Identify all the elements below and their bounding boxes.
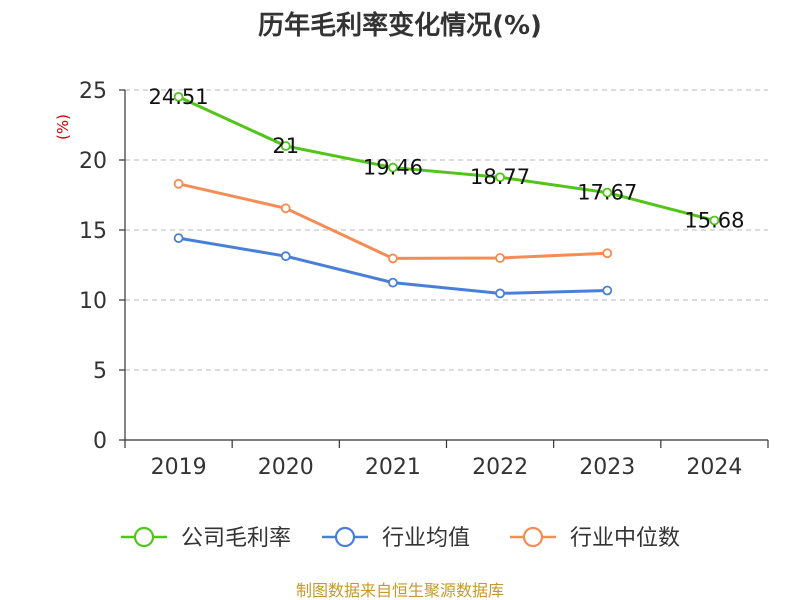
y-tick-label: 10 [79, 289, 107, 314]
data-point[interactable] [495, 172, 505, 183]
data-label: 19.46 [363, 156, 423, 180]
data-label: 21 [272, 134, 299, 158]
data-point[interactable] [173, 233, 184, 244]
data-point[interactable] [495, 253, 505, 263]
series-group [173, 91, 720, 299]
legend[interactable]: 公司毛利率 行业均值 行业中位数 [121, 526, 680, 551]
x-tick-label: 2020 [258, 455, 314, 480]
y-tick-label: 25 [79, 79, 107, 104]
data-labels: 24.51 21 19.46 18.77 17.67 15.68 [149, 85, 745, 233]
axes: 0 5 10 15 20 25 2019 2020 2021 2022 2023 2024 [79, 79, 769, 480]
series-line [178, 182, 608, 260]
legend-item[interactable]: 公司毛利率 [121, 526, 291, 551]
data-point[interactable] [602, 187, 613, 198]
x-tick-label: 2021 [365, 455, 421, 480]
data-point[interactable] [388, 162, 398, 173]
y-tick-label: 20 [79, 149, 107, 174]
legend-marker [334, 526, 356, 548]
data-point[interactable] [602, 285, 613, 296]
y-tick-label: 0 [93, 429, 107, 454]
data-point[interactable] [173, 91, 184, 102]
legend-label: 行业均值 [382, 526, 470, 551]
source-note: 制图数据来自恒生聚源数据库 [296, 581, 504, 600]
data-point[interactable] [709, 215, 720, 226]
legend-item[interactable]: 行业中位数 [510, 526, 680, 551]
x-tick-label: 2019 [151, 455, 207, 480]
legend-item[interactable]: 行业均值 [322, 526, 470, 551]
x-tick-label: 2023 [579, 455, 635, 480]
x-tick-label: 2024 [686, 455, 742, 480]
data-point[interactable] [173, 178, 184, 189]
data-label: 15.68 [684, 208, 744, 232]
legend-marker [133, 526, 155, 548]
y-axis-label: (%) [54, 114, 72, 140]
legend-label: 公司毛利率 [181, 526, 291, 551]
gridlines [125, 89, 768, 371]
data-point[interactable] [280, 251, 291, 262]
data-point[interactable] [495, 288, 505, 299]
y-tick-label: 5 [93, 359, 107, 384]
data-point[interactable] [602, 248, 613, 259]
data-label: 18.77 [470, 165, 530, 189]
legend-label: 行业中位数 [570, 526, 680, 551]
series-line [177, 95, 715, 222]
data-point[interactable] [280, 203, 291, 214]
data-label: 24.51 [149, 85, 209, 109]
x-tick-label: 2022 [472, 455, 528, 480]
legend-marker [522, 526, 544, 548]
data-label: 17.67 [577, 181, 637, 205]
data-point[interactable] [280, 141, 291, 151]
y-tick-label: 15 [79, 219, 107, 244]
data-point[interactable] [388, 253, 398, 264]
chart-title: 历年毛利率变化情况(%) [258, 10, 542, 41]
data-point[interactable] [388, 277, 398, 288]
